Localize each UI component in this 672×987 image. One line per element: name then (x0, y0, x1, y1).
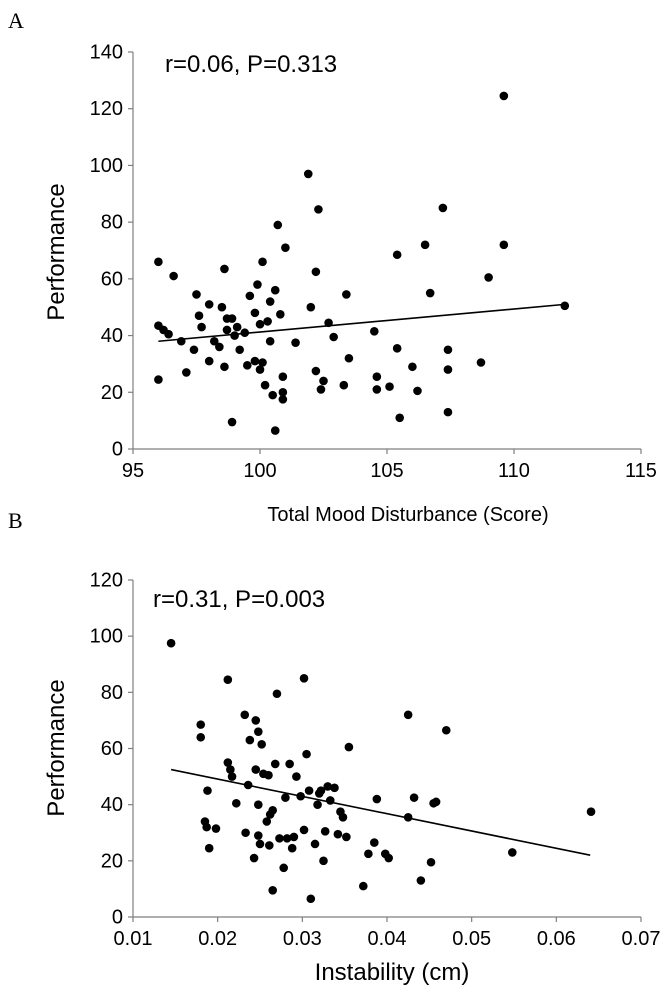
data-point (245, 291, 255, 301)
data-point (443, 365, 453, 374)
y-tick-label: 100 (90, 155, 123, 177)
data-point (209, 336, 219, 346)
data-point (192, 290, 201, 299)
data-point (344, 353, 354, 363)
data-point (220, 264, 229, 274)
y-axis-title: Performance (43, 183, 70, 320)
data-point (217, 302, 227, 312)
data-point (273, 220, 283, 230)
data-point (250, 356, 260, 366)
data-point (372, 385, 382, 394)
data-point (227, 314, 237, 323)
data-point (276, 310, 285, 319)
data-point (443, 407, 453, 417)
data-point (476, 358, 486, 367)
data-point (240, 328, 250, 338)
data-point (278, 387, 288, 397)
data-point (258, 358, 267, 367)
data-point (230, 331, 239, 340)
data-point (311, 267, 321, 277)
y-tick-label: 20 (101, 382, 123, 404)
data-point (189, 345, 199, 355)
y-tick-label: 140 (90, 42, 123, 64)
data-point (232, 322, 242, 332)
data-point (243, 361, 252, 370)
data-point (560, 301, 570, 311)
x-tick-label: 100 (243, 460, 276, 482)
trend-line (158, 303, 565, 343)
data-point (154, 257, 163, 267)
data-point (182, 368, 191, 377)
data-point (222, 325, 232, 335)
data-point (204, 356, 214, 366)
data-point (342, 290, 351, 299)
data-point (164, 329, 173, 339)
data-point (270, 426, 280, 435)
data-point (197, 322, 206, 332)
data-point (303, 169, 313, 179)
y-tick-label: 80 (101, 212, 123, 234)
data-point (314, 205, 323, 214)
data-point (392, 344, 402, 353)
data-point (215, 342, 224, 352)
data-point (281, 243, 290, 252)
data-point (499, 91, 509, 101)
data-point (253, 280, 262, 289)
data-point (370, 327, 379, 336)
data-point (263, 317, 272, 326)
panel-a-label: A (8, 8, 24, 33)
data-point (306, 302, 316, 312)
data-point (255, 319, 265, 329)
data-point (372, 372, 382, 381)
x-tick-label: 95 (122, 460, 144, 482)
correlation-annotation: r=0.06, P=0.313 (165, 51, 337, 78)
data-point (235, 345, 244, 355)
data-point (408, 362, 417, 372)
data-point (443, 345, 453, 355)
data-point (278, 372, 288, 381)
y-tick-label: 120 (90, 98, 123, 120)
data-point (220, 362, 229, 372)
data-point (176, 336, 186, 346)
data-point (420, 240, 430, 250)
data-point (395, 413, 405, 423)
y-tick-label: 0 (112, 439, 123, 461)
data-point (392, 250, 402, 260)
data-point (385, 382, 394, 391)
data-point (339, 380, 349, 390)
data-point (270, 285, 280, 295)
data-point (329, 332, 338, 342)
data-point (260, 380, 270, 390)
x-tick-label: 110 (498, 460, 530, 482)
data-point (265, 297, 275, 306)
data-point (319, 376, 328, 386)
data-point (316, 385, 326, 394)
data-point (227, 417, 237, 427)
x-tick-label: 105 (370, 460, 403, 482)
data-point (324, 318, 333, 328)
data-point (291, 338, 300, 347)
panel-b-label: B (8, 508, 23, 533)
data-point (311, 366, 321, 376)
x-tick-label: 115 (625, 460, 657, 482)
data-point (425, 288, 435, 298)
data-point (250, 308, 260, 318)
data-point (154, 375, 163, 384)
data-point (268, 390, 278, 400)
data-point (204, 300, 214, 309)
data-point (413, 386, 422, 396)
data-point (265, 336, 275, 346)
data-point (438, 203, 448, 213)
data-point (258, 257, 267, 267)
y-tick-label: 40 (101, 325, 123, 347)
data-point (255, 365, 265, 374)
data-point (484, 273, 493, 282)
y-tick-label: 60 (101, 268, 123, 290)
data-point (499, 240, 509, 250)
data-point (194, 311, 204, 321)
data-point (169, 271, 178, 281)
x-axis-title: Total Mood Disturbance (Score) (267, 504, 548, 526)
data-point (278, 395, 288, 404)
